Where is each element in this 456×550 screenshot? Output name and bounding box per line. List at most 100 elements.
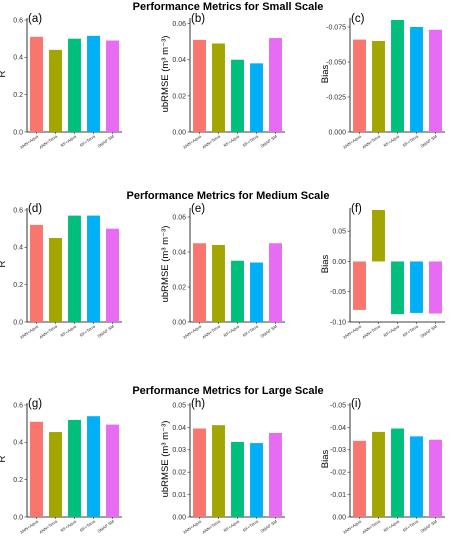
bar-ann-terra bbox=[212, 43, 225, 132]
y-tick-label: 0.00 bbox=[332, 259, 346, 266]
bar-rf-terra bbox=[87, 416, 100, 517]
x-tick-label: RF+Aqua bbox=[223, 323, 241, 338]
y-tick-label: -0.10 bbox=[330, 319, 346, 326]
y-axis-label: R bbox=[0, 455, 8, 462]
y-tick-label: 0.04 bbox=[172, 249, 186, 256]
x-tick-label: ANN+Terra bbox=[38, 133, 58, 149]
x-tick-label: ANN+Terra bbox=[38, 323, 58, 339]
x-tick-label: SMAP SM bbox=[419, 323, 438, 338]
y-axis-label: Bias bbox=[320, 450, 331, 469]
y-tick-label: -0.04 bbox=[330, 425, 346, 432]
x-tick-label: SMAP SM bbox=[259, 518, 278, 533]
panel-g: (g)R0.00.20.40.6ANN+AquaANN+TerraRF+Aqua… bbox=[0, 398, 122, 535]
y-tick-label: 0.6 bbox=[13, 207, 23, 214]
y-tick-label: 0.0 bbox=[13, 319, 23, 326]
y-tick-label: 0.00 bbox=[172, 514, 186, 521]
bar-smap-sm bbox=[269, 243, 282, 322]
x-tick-label: SMAP SM bbox=[96, 323, 115, 338]
panel-label: (i) bbox=[351, 398, 361, 410]
y-tick-label: -0.075 bbox=[326, 24, 346, 31]
bar-ann-terra bbox=[212, 245, 225, 322]
y-tick-label: 0.4 bbox=[13, 440, 23, 447]
bar-rf-terra bbox=[410, 261, 423, 313]
x-tick-label: RF+Terra bbox=[242, 133, 260, 148]
y-tick-label: 0.2 bbox=[13, 92, 23, 99]
y-tick-label: 0.0 bbox=[13, 129, 23, 136]
x-tick-label: RF+Aqua bbox=[60, 518, 78, 533]
y-tick-label: 0.06 bbox=[172, 214, 186, 221]
bar-ann-terra bbox=[372, 210, 385, 262]
y-tick-label: 0.04 bbox=[172, 425, 186, 432]
bar-smap-sm bbox=[429, 439, 442, 517]
bar-rf-terra bbox=[250, 63, 263, 132]
x-tick-label: ANN+Terra bbox=[361, 323, 381, 339]
bar-ann-aqua bbox=[30, 36, 43, 132]
x-tick-label: RF+Aqua bbox=[223, 133, 241, 148]
bar-ann-terra bbox=[372, 41, 385, 132]
bar-smap-sm bbox=[429, 261, 442, 314]
y-axis-label: ubRMSE (m³ m⁻³) bbox=[160, 226, 171, 303]
x-tick-label: RF+Terra bbox=[79, 323, 97, 338]
x-tick-label: SMAP SM bbox=[259, 133, 278, 148]
y-axis-label: Bias bbox=[320, 255, 331, 274]
y-axis-label: ubRMSE (m³ m⁻³) bbox=[160, 421, 171, 498]
bar-ann-aqua bbox=[353, 261, 366, 310]
y-tick-label: 0.6 bbox=[13, 17, 23, 24]
bar-rf-terra bbox=[250, 443, 263, 517]
row-title-large: Performance Metrics for Large Scale bbox=[132, 385, 323, 397]
y-tick-label: 0.03 bbox=[172, 447, 186, 454]
bar-ann-aqua bbox=[193, 428, 206, 517]
y-tick-label: -0.05 bbox=[330, 402, 346, 409]
bar-ann-aqua bbox=[30, 224, 43, 322]
x-tick-label: RF+Aqua bbox=[60, 133, 78, 148]
y-tick-label: 0.02 bbox=[172, 93, 186, 100]
panel-label: (d) bbox=[28, 203, 42, 215]
bar-rf-terra bbox=[87, 215, 100, 322]
bar-smap-sm bbox=[269, 433, 282, 517]
x-tick-label: RF+Terra bbox=[402, 518, 420, 533]
panel-label: (h) bbox=[191, 398, 205, 410]
panel-a: (a)R0.00.20.40.6ANN+AquaANN+TerraRF+Aqua… bbox=[0, 13, 122, 150]
x-tick-label: SMAP SM bbox=[419, 133, 438, 148]
x-tick-label: RF+Aqua bbox=[223, 518, 241, 533]
y-tick-label: 0.00 bbox=[172, 129, 186, 136]
bar-rf-aqua bbox=[68, 38, 81, 132]
bar-rf-terra bbox=[87, 35, 100, 132]
y-tick-label: 0.4 bbox=[13, 245, 23, 252]
bar-smap-sm bbox=[106, 40, 119, 132]
y-tick-label: -0.050 bbox=[326, 59, 346, 66]
y-tick-label: 0.05 bbox=[332, 229, 346, 236]
y-tick-label: -0.02 bbox=[330, 470, 346, 477]
y-tick-label: 0.01 bbox=[172, 492, 186, 499]
bar-ann-terra bbox=[49, 49, 62, 132]
panel-label: (b) bbox=[191, 13, 205, 25]
x-tick-label: RF+Aqua bbox=[60, 323, 78, 338]
x-tick-label: RF+Aqua bbox=[383, 133, 401, 148]
bar-ann-aqua bbox=[193, 39, 206, 132]
y-tick-label: -0.01 bbox=[330, 492, 346, 499]
bar-ann-terra bbox=[49, 432, 62, 517]
panel-i: (i) Bias 0.00 -0.01 -0.02 -0.03 -0.04 -0.05 ANN+… bbox=[320, 398, 445, 535]
bar-rf-aqua bbox=[391, 20, 404, 132]
y-tick-label: 0.2 bbox=[13, 282, 23, 289]
bar-ann-aqua bbox=[353, 440, 366, 517]
x-tick-label: RF+Terra bbox=[402, 133, 420, 148]
y-tick-label: 0.0 bbox=[13, 514, 23, 521]
x-tick-label: RF+Terra bbox=[242, 323, 260, 338]
bar-ann-aqua bbox=[353, 39, 366, 132]
panel-d: (d)R0.00.20.40.6ANN+AquaANN+TerraRF+Aqua… bbox=[0, 203, 122, 340]
bar-smap-sm bbox=[106, 228, 119, 322]
panel-label: (e) bbox=[191, 203, 205, 215]
y-tick-label: -0.025 bbox=[326, 94, 346, 101]
y-axis-label: ubRMSE (m³ m⁻³) bbox=[160, 36, 171, 113]
panel-label: (a) bbox=[28, 13, 42, 25]
y-tick-label: 0.4 bbox=[13, 55, 23, 62]
bar-smap-sm bbox=[269, 38, 282, 133]
y-tick-label: 0.2 bbox=[13, 477, 23, 484]
y-tick-label: 0.02 bbox=[172, 284, 186, 291]
bar-rf-terra bbox=[410, 27, 423, 132]
y-tick-label: 0.05 bbox=[172, 402, 186, 409]
